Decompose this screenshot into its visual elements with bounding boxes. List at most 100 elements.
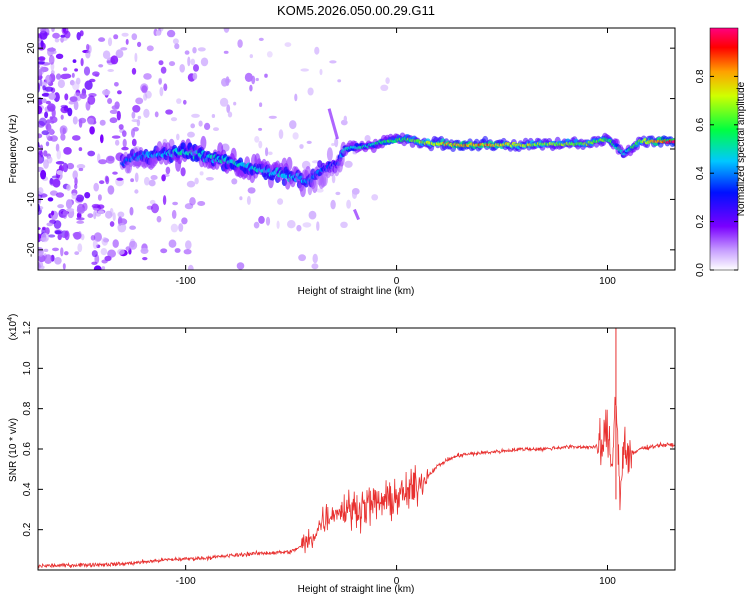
noise-blob bbox=[129, 225, 137, 230]
noise-blob bbox=[102, 89, 111, 96]
noise-blob bbox=[146, 45, 154, 52]
noise-blob bbox=[176, 98, 182, 104]
noise-blob bbox=[130, 178, 135, 183]
noise-blob bbox=[38, 254, 46, 263]
noise-blob bbox=[97, 210, 105, 215]
noise-blob bbox=[172, 38, 179, 45]
noise-blob bbox=[87, 150, 96, 157]
noise-blob bbox=[251, 75, 256, 85]
noise-blob bbox=[239, 196, 243, 201]
noise-blob bbox=[38, 227, 41, 231]
noise-blob bbox=[45, 74, 52, 85]
noise-blob bbox=[168, 61, 176, 67]
noise-blob bbox=[180, 167, 186, 177]
noise-blob bbox=[115, 49, 124, 59]
noise-blob bbox=[143, 93, 148, 101]
noise-blob bbox=[42, 85, 46, 91]
noise-blob bbox=[60, 247, 64, 257]
noise-blob bbox=[181, 217, 188, 225]
noise-blob bbox=[343, 115, 347, 122]
noise-blob bbox=[300, 68, 310, 72]
noise-blob bbox=[44, 111, 49, 119]
noise-blob bbox=[161, 174, 166, 182]
noise-blob bbox=[48, 55, 55, 65]
noise-blob bbox=[57, 233, 62, 241]
colorbar-tick-label: 0.8 bbox=[695, 69, 706, 83]
noise-blob bbox=[76, 31, 81, 41]
noise-blob bbox=[233, 101, 237, 106]
colorbar-gradient bbox=[709, 27, 739, 271]
noise-blob bbox=[66, 208, 75, 212]
snr-axes: -100 0 100 0.2 0.4 0.6 0.8 1.0 1.2 bbox=[22, 321, 675, 587]
noise-blob bbox=[249, 84, 253, 92]
noise-blob bbox=[183, 249, 192, 255]
noise-blob bbox=[159, 86, 164, 97]
noise-blob bbox=[55, 161, 65, 165]
noise-blob bbox=[307, 185, 313, 196]
noise-blob bbox=[93, 182, 99, 192]
noise-blob bbox=[284, 42, 292, 47]
noise-blob bbox=[85, 50, 91, 59]
snr-scale-label: (x104) bbox=[7, 314, 19, 341]
snr-ytick-label: 0.8 bbox=[22, 401, 33, 415]
noise-blob bbox=[107, 185, 115, 195]
noise-blob bbox=[278, 129, 284, 140]
noise-blob bbox=[266, 51, 273, 58]
noise-blob bbox=[50, 116, 58, 123]
noise-blob bbox=[40, 232, 50, 243]
noise-blob bbox=[337, 79, 342, 83]
noise-blob bbox=[131, 33, 138, 41]
noise-blob bbox=[48, 234, 56, 238]
noise-blob bbox=[289, 120, 297, 130]
noise-blob bbox=[60, 73, 70, 80]
noise-blob bbox=[110, 55, 119, 65]
noise-blob bbox=[174, 43, 180, 50]
snr-plot-area bbox=[38, 328, 675, 570]
snr-ytick-label: 0.2 bbox=[22, 522, 33, 536]
noise-blob bbox=[45, 119, 52, 124]
noise-blob bbox=[72, 116, 78, 125]
noise-blob bbox=[89, 126, 95, 135]
noise-blob bbox=[149, 199, 156, 205]
noise-blob bbox=[125, 38, 129, 45]
spectrogram-ytick-label: 20 bbox=[26, 42, 37, 54]
noise-blob bbox=[53, 220, 62, 229]
noise-blob bbox=[107, 98, 113, 104]
noise-blob bbox=[135, 97, 144, 105]
noise-blob bbox=[109, 117, 118, 124]
noise-blob bbox=[121, 146, 129, 151]
noise-blob bbox=[64, 230, 70, 241]
noise-blob bbox=[113, 34, 119, 40]
snr-xlabel: Height of straight line (km) bbox=[298, 584, 415, 595]
noise-blob bbox=[223, 28, 230, 33]
noise-blob bbox=[340, 221, 348, 228]
noise-blob bbox=[249, 54, 253, 59]
noise-blob bbox=[246, 195, 251, 205]
noise-blob bbox=[52, 178, 61, 188]
noise-blob bbox=[312, 253, 318, 264]
noise-blob bbox=[154, 111, 159, 118]
noise-blob bbox=[52, 32, 60, 39]
noise-blob bbox=[107, 69, 114, 72]
noise-blob bbox=[38, 195, 42, 205]
noise-blob bbox=[105, 210, 113, 219]
noise-blob bbox=[144, 176, 150, 186]
noise-blob bbox=[121, 32, 129, 37]
noise-blob bbox=[97, 194, 102, 201]
noise-blob bbox=[106, 60, 112, 64]
noise-blob bbox=[98, 64, 104, 68]
noise-blob bbox=[199, 171, 204, 176]
noise-blob bbox=[57, 79, 65, 89]
noise-blob bbox=[38, 247, 44, 257]
noise-blob bbox=[344, 160, 353, 168]
noise-blob bbox=[77, 243, 83, 253]
noise-blob bbox=[264, 73, 268, 78]
noise-blob bbox=[45, 141, 50, 147]
noise-blob bbox=[78, 167, 84, 172]
spectrogram-ytick-label: 10 bbox=[26, 93, 37, 105]
noise-blob bbox=[47, 197, 54, 202]
noise-blob bbox=[371, 194, 379, 201]
noise-blob bbox=[308, 210, 317, 220]
noise-blob bbox=[194, 177, 199, 185]
snr-scale-base: (x10 bbox=[8, 320, 19, 340]
